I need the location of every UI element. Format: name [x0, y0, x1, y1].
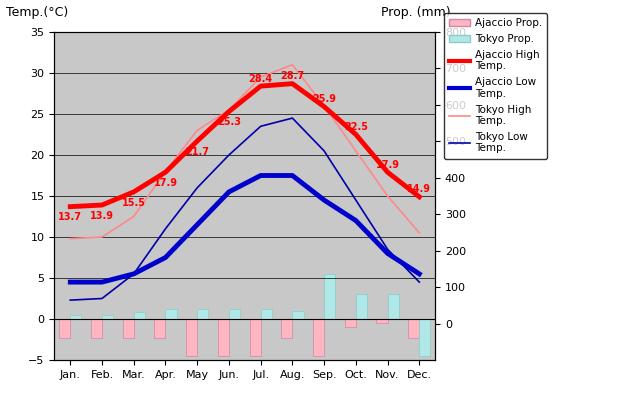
Text: 13.7: 13.7: [58, 212, 83, 222]
Bar: [186, 319, 197, 356]
Text: Temp.(°C): Temp.(°C): [6, 6, 68, 19]
Text: 13.9: 13.9: [90, 211, 114, 221]
Bar: [134, 312, 145, 319]
Text: 25.3: 25.3: [217, 117, 241, 127]
Bar: [419, 319, 431, 356]
Text: 17.9: 17.9: [154, 178, 177, 188]
Bar: [376, 319, 388, 323]
Bar: [59, 319, 70, 338]
Bar: [388, 294, 399, 319]
Bar: [356, 294, 367, 319]
Bar: [123, 319, 134, 338]
Bar: [408, 319, 419, 338]
Bar: [282, 319, 292, 338]
Text: 14.9: 14.9: [407, 184, 431, 194]
Text: 15.5: 15.5: [122, 198, 146, 208]
Bar: [154, 319, 166, 338]
Bar: [166, 309, 177, 319]
Text: 22.5: 22.5: [344, 122, 368, 132]
Bar: [313, 319, 324, 356]
Text: 17.9: 17.9: [376, 160, 399, 170]
Bar: [70, 315, 81, 319]
Bar: [102, 315, 113, 319]
Bar: [197, 309, 208, 319]
Text: 21.7: 21.7: [185, 147, 209, 157]
Bar: [91, 319, 102, 338]
Legend: Ajaccio Prop., Tokyo Prop., Ajaccio High
Temp., Ajaccio Low
Temp., Tokyo High
Te: Ajaccio Prop., Tokyo Prop., Ajaccio High…: [444, 13, 547, 159]
Text: 28.7: 28.7: [280, 71, 305, 81]
Text: 28.4: 28.4: [248, 74, 273, 84]
Bar: [324, 274, 335, 319]
Bar: [218, 319, 229, 356]
Bar: [260, 309, 272, 319]
Text: 25.9: 25.9: [312, 94, 336, 104]
Bar: [292, 311, 303, 319]
Text: Prop. (mm): Prop. (mm): [381, 6, 451, 19]
Bar: [345, 319, 356, 327]
Bar: [229, 309, 240, 319]
Bar: [250, 319, 260, 356]
